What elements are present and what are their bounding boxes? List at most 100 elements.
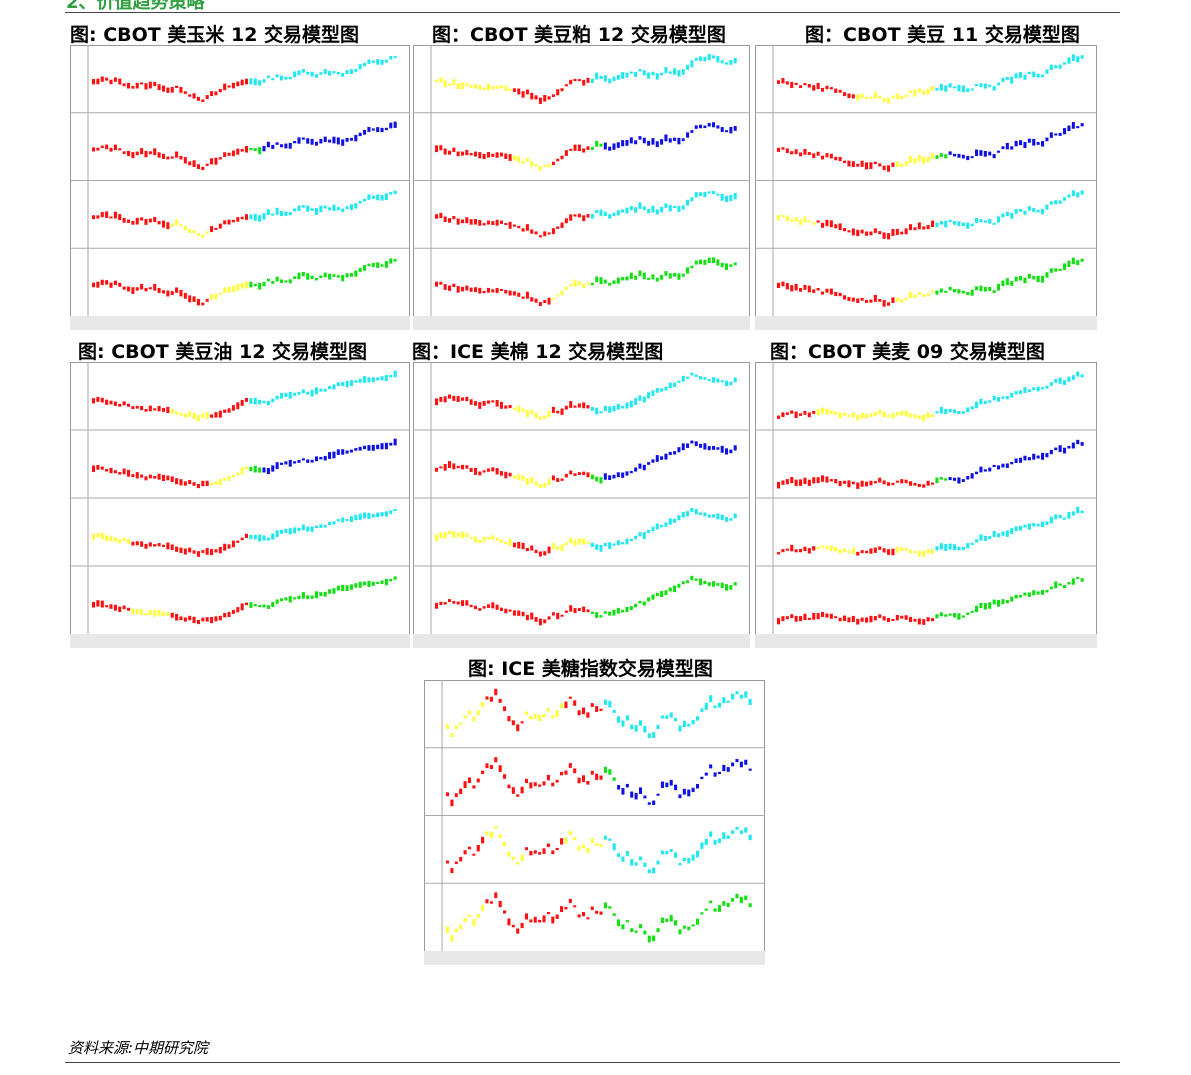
candle xyxy=(188,547,192,553)
candle xyxy=(651,274,655,280)
candle xyxy=(664,203,668,208)
candle xyxy=(681,581,685,585)
candle xyxy=(371,60,375,63)
candle xyxy=(599,708,603,712)
candle xyxy=(878,299,882,302)
candle xyxy=(336,519,340,522)
candle xyxy=(482,537,486,542)
candle xyxy=(948,477,952,481)
candle xyxy=(939,83,943,91)
candle xyxy=(231,219,235,223)
candle xyxy=(452,283,456,288)
candle xyxy=(363,581,367,586)
candle xyxy=(507,918,511,926)
candle xyxy=(530,409,534,415)
frame xyxy=(70,362,410,648)
candle xyxy=(843,412,847,416)
candle xyxy=(452,215,456,220)
candle xyxy=(494,892,498,899)
candle xyxy=(961,546,965,551)
candle xyxy=(790,81,794,89)
candle xyxy=(486,536,490,540)
candle xyxy=(157,543,161,547)
candle xyxy=(148,151,152,155)
candle xyxy=(245,281,249,289)
candle xyxy=(891,618,895,621)
candle xyxy=(1071,442,1075,449)
candle xyxy=(450,934,454,942)
candle xyxy=(595,843,599,846)
candle xyxy=(529,919,533,923)
candle xyxy=(997,397,1001,402)
candle xyxy=(196,232,200,236)
candle xyxy=(491,289,495,293)
candle xyxy=(135,82,139,89)
candle xyxy=(533,850,537,854)
candle xyxy=(785,616,789,620)
candle xyxy=(92,147,96,152)
candle xyxy=(183,548,187,555)
candle xyxy=(170,86,174,93)
candle xyxy=(682,788,686,795)
candle xyxy=(887,97,891,104)
candle xyxy=(803,546,807,552)
candle xyxy=(612,212,616,217)
candle xyxy=(288,459,292,467)
candle xyxy=(109,467,113,474)
candle xyxy=(516,928,520,934)
candle xyxy=(638,68,642,72)
candle xyxy=(725,448,729,455)
candle xyxy=(122,217,126,223)
candle xyxy=(926,480,930,486)
candle xyxy=(245,466,249,470)
candle xyxy=(865,413,869,419)
candle xyxy=(92,465,96,473)
candle xyxy=(485,899,489,904)
candle xyxy=(367,377,371,383)
candle xyxy=(463,918,467,923)
candle xyxy=(1001,396,1005,399)
candle xyxy=(686,443,690,448)
candle xyxy=(341,584,345,592)
candle xyxy=(1063,585,1067,589)
candle xyxy=(695,716,700,721)
candle xyxy=(590,147,594,150)
candle xyxy=(582,471,586,476)
candle xyxy=(504,85,508,92)
candle xyxy=(829,87,833,90)
candle xyxy=(205,95,209,100)
candle xyxy=(694,57,698,61)
candle xyxy=(131,287,135,294)
candle xyxy=(735,691,739,695)
candle xyxy=(560,544,564,552)
candle xyxy=(935,88,939,91)
candle xyxy=(878,409,882,415)
candle xyxy=(473,401,477,406)
candle xyxy=(1071,578,1075,585)
candle xyxy=(573,279,577,287)
candle xyxy=(153,216,157,223)
candle xyxy=(595,407,599,415)
candle xyxy=(690,197,694,202)
candle xyxy=(157,84,161,91)
candle xyxy=(843,295,847,300)
candle xyxy=(481,904,485,911)
candle xyxy=(816,287,820,291)
candle xyxy=(447,461,452,469)
candle xyxy=(690,440,694,444)
candle xyxy=(1054,133,1058,136)
candle xyxy=(161,220,166,228)
candle xyxy=(135,608,139,614)
candle xyxy=(900,163,904,167)
candle xyxy=(878,477,882,483)
candle xyxy=(170,156,174,159)
candle xyxy=(1045,589,1049,593)
candle xyxy=(560,88,564,92)
candle xyxy=(935,411,939,414)
candle xyxy=(709,695,713,703)
candle xyxy=(656,724,660,730)
candle xyxy=(380,59,384,65)
candle xyxy=(465,83,469,87)
candle xyxy=(612,843,616,851)
candle xyxy=(713,839,717,845)
